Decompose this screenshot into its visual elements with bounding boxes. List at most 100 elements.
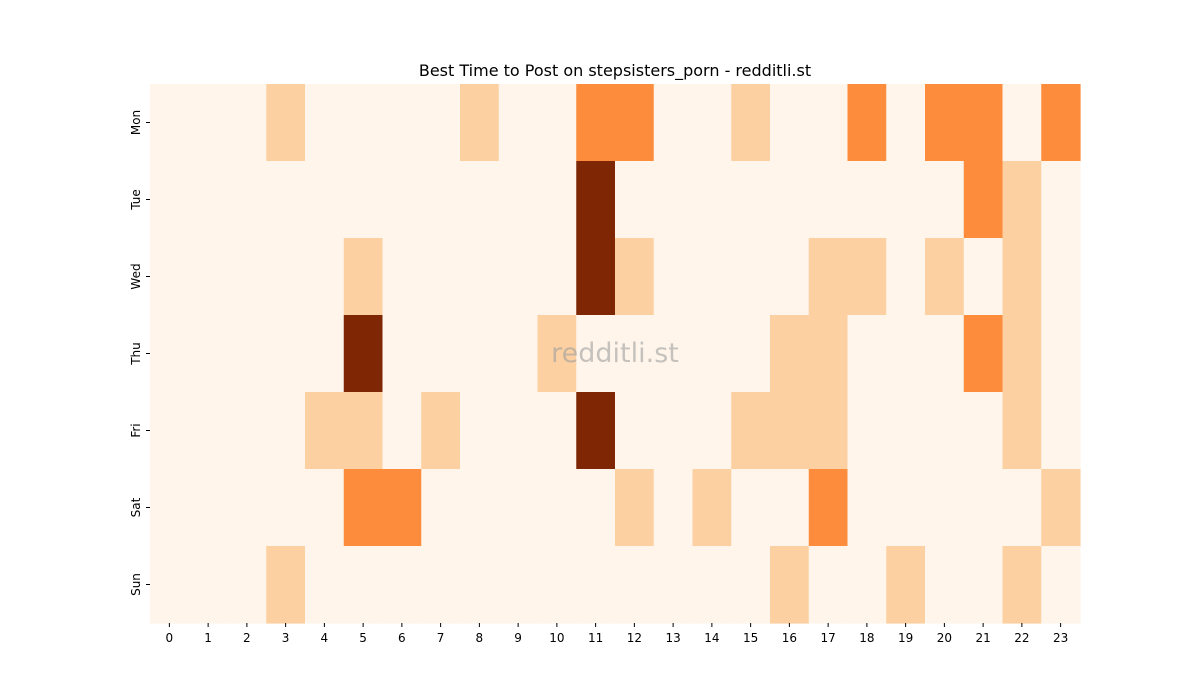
heatmap-cell-thu-23: [1041, 315, 1081, 393]
heatmap-cell-wed-13: [653, 238, 694, 316]
heatmap-cell-thu-11: [576, 315, 616, 393]
heatmap-cell-sun-6: [382, 546, 422, 624]
heatmap-cell-mon-10: [537, 84, 577, 162]
heatmap-cell-tue-23: [1041, 161, 1081, 239]
heatmap-cell-fri-23: [1041, 392, 1081, 470]
heatmap-cell-tue-4: [305, 161, 345, 239]
x-tick-label-2: 2: [243, 631, 251, 645]
heatmap-cell-thu-9: [498, 315, 539, 393]
heatmap-cell-wed-4: [305, 238, 345, 316]
x-tick-label-5: 5: [359, 631, 367, 645]
heatmap-cell-mon-9: [498, 84, 539, 162]
heatmap-cell-thu-15: [731, 315, 771, 393]
heatmap-cell-sun-8: [460, 546, 500, 624]
y-tick-label-fri: Fri: [129, 423, 143, 437]
heatmap-cells: [150, 84, 1081, 624]
heatmap-cell-fri-14: [692, 392, 732, 470]
heatmap-cell-tue-12: [615, 161, 655, 239]
heatmap-cell-sun-17: [808, 546, 849, 624]
heatmap-cell-mon-1: [188, 84, 229, 162]
heatmap-cell-sun-18: [847, 546, 887, 624]
heatmap-cell-thu-6: [382, 315, 422, 393]
heatmap-cell-sun-22: [1002, 546, 1042, 624]
heatmap-cell-fri-0: [150, 392, 190, 470]
heatmap-cell-mon-3: [266, 84, 306, 162]
x-tick-label-4: 4: [321, 631, 329, 645]
heatmap-cell-tue-7: [421, 161, 461, 239]
y-axis: Mon Tue Wed Thu Fri Sat Sun: [129, 110, 150, 596]
heatmap-cell-fri-15: [731, 392, 771, 470]
heatmap-cell-sun-3: [266, 546, 306, 624]
heatmap-cell-sun-1: [188, 546, 229, 624]
x-tick-label-23: 23: [1053, 631, 1068, 645]
heatmap-cell-wed-11: [576, 238, 616, 316]
x-tick-label-20: 20: [937, 631, 952, 645]
heatmap-cell-thu-8: [460, 315, 500, 393]
heatmap-cell-wed-15: [731, 238, 771, 316]
heatmap-cell-mon-16: [770, 84, 810, 162]
heatmap-cell-wed-12: [615, 238, 655, 316]
y-tick-label-thu: Thu: [129, 342, 143, 366]
heatmap-cell-wed-2: [227, 238, 267, 316]
heatmap-cell-sun-5: [343, 546, 384, 624]
heatmap-cell-sat-9: [498, 469, 539, 547]
heatmap-cell-sun-9: [498, 546, 539, 624]
heatmap-cell-mon-11: [576, 84, 616, 162]
heatmap-cell-wed-9: [498, 238, 539, 316]
heatmap-cell-mon-20: [925, 84, 965, 162]
x-tick-label-19: 19: [898, 631, 913, 645]
heatmap-cell-fri-18: [847, 392, 887, 470]
x-axis: 0 1 2 3 4 5 6 7 8 9 10 11 12 13 14 15 16 17 18 19 20 21 22 23: [166, 623, 1068, 645]
heatmap-cell-tue-14: [692, 161, 732, 239]
x-tick-label-12: 12: [627, 631, 642, 645]
y-tick-label-sat: Sat: [129, 497, 143, 517]
heatmap-cell-wed-7: [421, 238, 461, 316]
heatmap-cell-sat-11: [576, 469, 616, 547]
heatmap-cell-tue-22: [1002, 161, 1042, 239]
heatmap-cell-sun-19: [886, 546, 926, 624]
heatmap-cell-mon-5: [343, 84, 384, 162]
heatmap-cell-thu-5: [343, 315, 384, 393]
heatmap-cell-mon-17: [808, 84, 849, 162]
heatmap-cell-fri-21: [963, 392, 1004, 470]
heatmap-cell-wed-3: [266, 238, 306, 316]
heatmap-cell-fri-4: [305, 392, 345, 470]
heatmap-cell-tue-20: [925, 161, 965, 239]
heatmap-cell-sat-21: [963, 469, 1004, 547]
heatmap-cell-mon-2: [227, 84, 267, 162]
heatmap-cell-thu-17: [808, 315, 849, 393]
heatmap-cell-wed-5: [343, 238, 384, 316]
heatmap-cell-fri-7: [421, 392, 461, 470]
heatmap-cell-mon-15: [731, 84, 771, 162]
heatmap-cell-fri-6: [382, 392, 422, 470]
heatmap-cell-sat-17: [808, 469, 849, 547]
heatmap-cell-fri-8: [460, 392, 500, 470]
x-tick-label-13: 13: [665, 631, 680, 645]
heatmap-cell-thu-16: [770, 315, 810, 393]
heatmap-cell-wed-20: [925, 238, 965, 316]
heatmap-cell-fri-19: [886, 392, 926, 470]
heatmap-cell-fri-22: [1002, 392, 1042, 470]
heatmap-cell-wed-8: [460, 238, 500, 316]
heatmap-cell-tue-0: [150, 161, 190, 239]
x-tick-label-21: 21: [975, 631, 990, 645]
x-tick-label-8: 8: [476, 631, 484, 645]
heatmap-cell-sat-13: [653, 469, 694, 547]
heatmap-cell-mon-22: [1002, 84, 1042, 162]
x-tick-label-3: 3: [282, 631, 290, 645]
heatmap-cell-thu-21: [963, 315, 1004, 393]
heatmap-cell-sat-20: [925, 469, 965, 547]
heatmap-cell-sat-6: [382, 469, 422, 547]
heatmap-cell-thu-2: [227, 315, 267, 393]
heatmap-cell-sat-10: [537, 469, 577, 547]
x-tick-label-14: 14: [704, 631, 719, 645]
heatmap-cell-mon-8: [460, 84, 500, 162]
x-tick-label-1: 1: [204, 631, 212, 645]
heatmap-cell-tue-2: [227, 161, 267, 239]
heatmap-cell-fri-1: [188, 392, 229, 470]
heatmap-cell-mon-0: [150, 84, 190, 162]
heatmap-cell-mon-6: [382, 84, 422, 162]
heatmap-cell-sat-14: [692, 469, 732, 547]
heatmap-cell-mon-23: [1041, 84, 1081, 162]
heatmap-cell-mon-4: [305, 84, 345, 162]
